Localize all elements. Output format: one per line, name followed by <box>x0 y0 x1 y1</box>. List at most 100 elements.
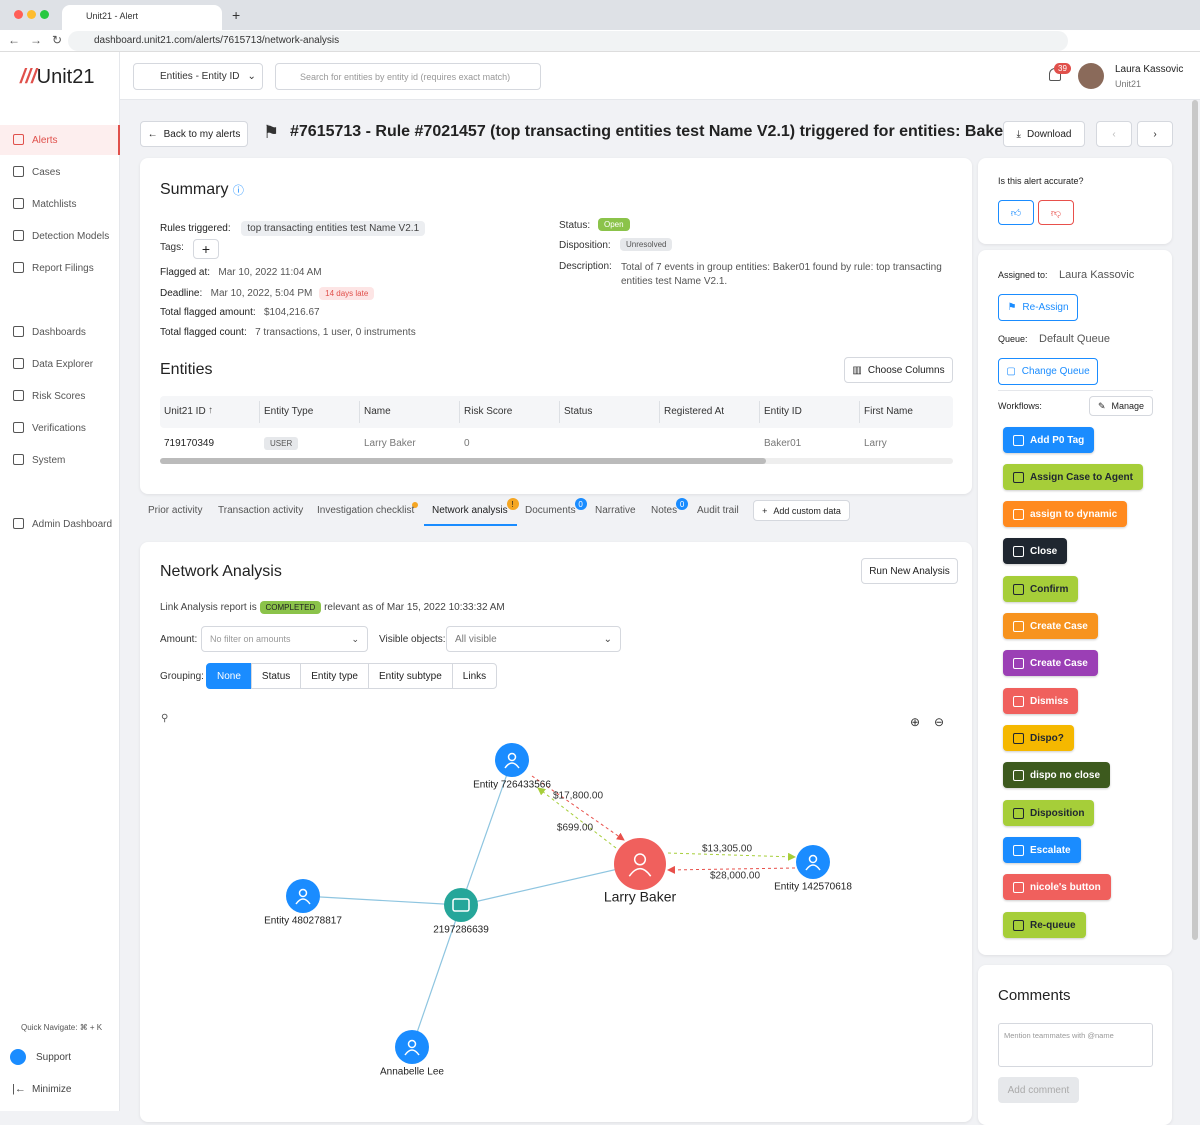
next-button[interactable]: › <box>1137 121 1173 147</box>
nav-item[interactable]: Detection Models <box>0 221 120 251</box>
table-cell: 0 <box>464 438 470 449</box>
window-controls[interactable] <box>14 10 23 19</box>
minimize[interactable]: Minimize <box>32 1084 72 1095</box>
column-header[interactable]: Entity Type <box>264 406 314 417</box>
workflow-button[interactable]: Dispo? <box>1003 725 1074 751</box>
thumbs-down[interactable]: 👎︎ <box>1038 200 1074 225</box>
nav-buttons[interactable]: ←→↻ <box>8 33 73 47</box>
logo[interactable]: ///Unit21 <box>20 66 95 88</box>
workflow-button[interactable]: dispo no close <box>1003 762 1111 788</box>
nav-item[interactable]: Risk Scores <box>0 381 120 411</box>
link <box>460 759 513 906</box>
change-queue[interactable]: ▢ Change Queue <box>998 358 1098 385</box>
nav-icon <box>13 262 24 273</box>
grouping-option[interactable]: None <box>206 663 252 689</box>
tab[interactable]: Transaction activity <box>218 505 303 516</box>
grouping-option[interactable]: Entity subtype <box>367 663 453 689</box>
workflow-button[interactable]: Create Case <box>1003 650 1098 676</box>
nav-item[interactable]: Admin Dashboard <box>0 509 120 539</box>
nav-item[interactable]: Verifications <box>0 413 120 443</box>
tab[interactable]: Audit trail <box>697 505 739 516</box>
tab[interactable]: Notes 0 <box>651 498 689 516</box>
node-label: Entity 726433566 <box>473 780 551 791</box>
add-comment-text: Add comment <box>1007 1084 1070 1096</box>
scrollbar[interactable] <box>1192 100 1198 940</box>
node-icon <box>404 1049 420 1056</box>
manage[interactable]: ✎ Manage <box>1089 396 1153 416</box>
grouping-option[interactable]: Entity type <box>300 663 369 689</box>
active-tab-underline <box>424 524 517 526</box>
workflow-button[interactable]: Create Case <box>1003 613 1098 639</box>
tab[interactable]: Network analysis! <box>432 498 519 516</box>
user-name: Laura Kassovic <box>1115 64 1184 75</box>
workflow-button[interactable]: Close <box>1003 538 1068 564</box>
column-header[interactable]: Registered At <box>664 406 725 417</box>
tab[interactable]: Narrative <box>595 505 636 516</box>
tab-label: Audit trail <box>697 505 739 516</box>
choose-columns[interactable]: ▥ Choose Columns <box>844 357 953 383</box>
node-icon <box>805 864 821 871</box>
workflow-button[interactable]: Confirm <box>1003 576 1079 602</box>
report-prefix: Link Analysis report is <box>160 602 257 613</box>
add-tag[interactable]: + <box>193 239 219 259</box>
zoom-out[interactable]: ⊖ <box>934 715 945 729</box>
tab[interactable]: Documents 0 <box>525 498 587 516</box>
nav-icon <box>13 134 24 145</box>
url-field[interactable]: dashboard.unit21.com/alerts/7615713/netw… <box>68 31 1068 51</box>
nav-item[interactable]: Matchlists <box>0 189 120 219</box>
column-header[interactable]: Name <box>364 406 391 417</box>
alert-title: #7615713 - Rule #7021457 (top transactin… <box>290 123 1028 140</box>
column-header[interactable]: First Name <box>864 406 913 417</box>
avatar[interactable] <box>1078 63 1104 89</box>
column-header[interactable]: Risk Score <box>464 406 513 417</box>
tab[interactable]: Investigation checklist <box>317 505 414 516</box>
nav-item[interactable]: Data Explorer <box>0 349 120 379</box>
search[interactable]: Search for entities by entity id (requir… <box>275 63 541 90</box>
nav-item[interactable]: Alerts <box>0 125 120 155</box>
node-label: Annabelle Lee <box>380 1067 444 1078</box>
add-custom-data[interactable]: + Add custom data <box>753 500 850 521</box>
nav-icon <box>13 422 24 433</box>
back-button[interactable]: ← Back to my alerts <box>140 121 248 147</box>
sort-icon: ↑ <box>208 405 213 416</box>
workflow-button[interactable]: Escalate <box>1003 837 1081 863</box>
add-comment[interactable]: Add comment <box>998 1077 1079 1103</box>
rule-chip[interactable]: top transacting entities test Name V2.1 <box>241 221 426 236</box>
workflow-button[interactable]: Add P0 Tag <box>1003 427 1095 453</box>
thumbs-up[interactable]: 👍︎ <box>998 200 1034 225</box>
entity-select[interactable]: Entities - Entity ID ⌄ <box>133 63 263 90</box>
workflow-button[interactable]: nicole's button <box>1003 874 1111 900</box>
run-analysis[interactable]: Run New Analysis <box>861 558 958 584</box>
browser-tab[interactable]: Unit21 - Alert <box>62 5 222 30</box>
nav-label: Data Explorer <box>32 358 94 370</box>
comment-input[interactable]: Mention teammates with @name <box>998 1023 1153 1067</box>
prev-button[interactable]: ‹ <box>1096 121 1132 147</box>
amount-filter[interactable]: No filter on amounts ⌄ <box>201 626 368 652</box>
assigned-value: Laura Kassovic <box>1059 269 1135 281</box>
workflow-button[interactable]: assign to dynamic <box>1003 501 1128 527</box>
grouping-option[interactable]: Status <box>250 663 302 689</box>
zoom-in[interactable]: ⊕ <box>910 715 921 729</box>
workflow-button[interactable]: Disposition <box>1003 800 1095 826</box>
support[interactable]: Support <box>36 1052 72 1063</box>
workflow-button[interactable]: Dismiss <box>1003 688 1079 714</box>
column-header[interactable]: Unit21 ID <box>164 406 206 417</box>
nav-icon <box>13 166 24 177</box>
new-tab[interactable]: + <box>232 7 241 23</box>
tab[interactable]: Prior activity <box>148 505 202 516</box>
workflow-button[interactable]: Re-queue <box>1003 912 1086 938</box>
nav-item[interactable]: Dashboards <box>0 317 120 347</box>
grouping-option[interactable]: Links <box>451 663 498 689</box>
visible-filter[interactable]: All visible ⌄ <box>446 626 621 652</box>
table-scroll-thumb[interactable] <box>160 458 766 464</box>
nav-item[interactable]: Report Filings <box>0 253 120 283</box>
column-header[interactable]: Status <box>564 406 593 417</box>
column-header[interactable]: Entity ID <box>764 406 802 417</box>
disposition-label: Disposition: <box>559 240 611 251</box>
workflow-button[interactable]: Assign Case to Agent <box>1003 464 1143 490</box>
nav-item[interactable]: Cases <box>0 157 120 187</box>
download-button[interactable]: ⤓ Download <box>1003 121 1085 147</box>
tab-title: Unit21 - Alert <box>86 11 139 21</box>
reassign[interactable]: ⚑ Re-Assign <box>998 294 1078 321</box>
nav-item[interactable]: System <box>0 445 120 475</box>
